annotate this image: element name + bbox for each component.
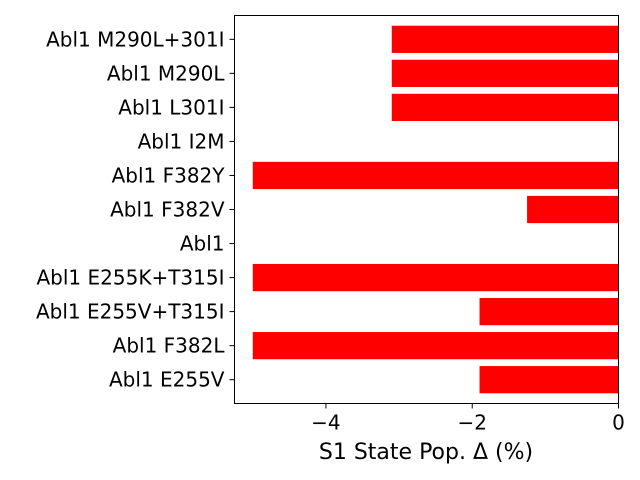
bars-group (252, 25, 619, 394)
bar (252, 161, 619, 190)
bar (391, 25, 619, 53)
y-tick-label: Abl1 M290L+301I (46, 27, 224, 51)
x-tick-label: 0 (612, 411, 625, 435)
y-tick-label: Abl1 F382Y (112, 163, 226, 187)
plot-frame (234, 15, 619, 404)
bar (391, 93, 619, 122)
y-tick-labels: Abl1 E255V Abl1 F382L Abl1 E255V+T315I Abl1… (36, 27, 235, 392)
x-tick-label: −2 (457, 411, 486, 435)
bar (252, 332, 619, 360)
y-tick-label: Abl1 E255V (109, 368, 225, 392)
x-axis-title: S1 State Pop. Δ (%) (319, 440, 533, 465)
bar (479, 297, 619, 326)
bar (391, 59, 619, 87)
y-tick-label: Abl1 E255V+T315I (36, 300, 225, 324)
y-tick-label: Abl1 F382V (110, 198, 225, 222)
y-tick-label: Abl1 M290L (107, 61, 225, 85)
y-tick-label: Abl1 E255K+T315I (37, 266, 225, 290)
y-tick-label: Abl1 I2M (138, 129, 225, 153)
bar (527, 195, 619, 224)
x-ticks: −4 −2 0 (311, 403, 625, 435)
x-tick-label: −4 (311, 411, 340, 435)
bar (479, 366, 619, 394)
bar (252, 263, 619, 292)
y-tick-label: Abl1 (180, 232, 225, 256)
y-tick-label: Abl1 L301I (118, 95, 224, 119)
y-tick-label: Abl1 F382L (113, 334, 226, 358)
